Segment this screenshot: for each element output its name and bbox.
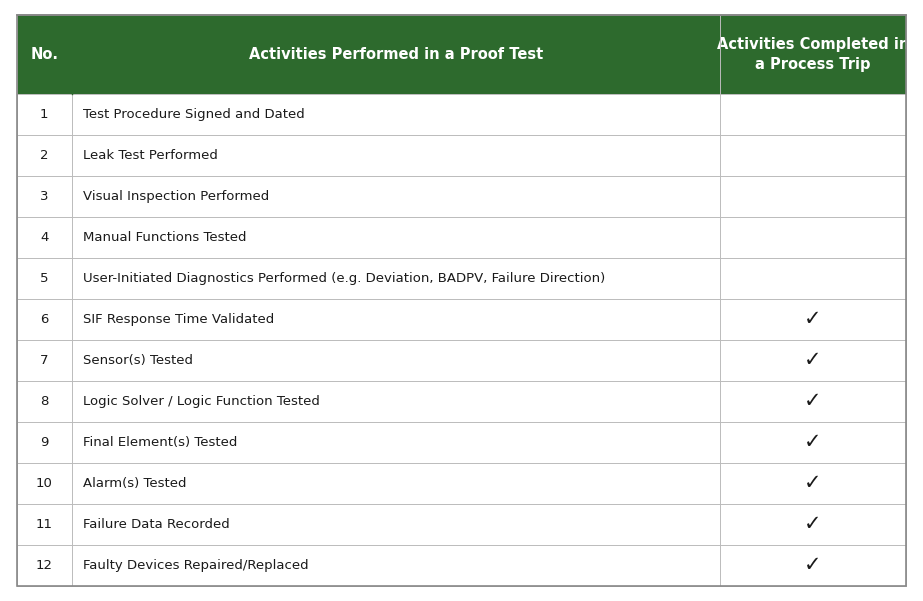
Text: ✓: ✓ bbox=[804, 555, 821, 576]
Text: Final Element(s) Tested: Final Element(s) Tested bbox=[83, 436, 238, 449]
Bar bbox=[720, 340, 906, 381]
Bar bbox=[72, 217, 720, 258]
Bar bbox=[72, 422, 720, 463]
Text: Alarm(s) Tested: Alarm(s) Tested bbox=[83, 477, 186, 490]
Bar bbox=[17, 299, 72, 340]
Text: Leak Test Performed: Leak Test Performed bbox=[83, 149, 218, 162]
Text: Manual Functions Tested: Manual Functions Tested bbox=[83, 231, 246, 244]
Bar bbox=[17, 94, 72, 135]
Text: 12: 12 bbox=[36, 559, 53, 572]
Bar bbox=[720, 381, 906, 422]
Bar bbox=[72, 545, 720, 586]
Bar bbox=[720, 15, 906, 94]
Text: 9: 9 bbox=[40, 436, 48, 449]
Bar bbox=[720, 463, 906, 504]
Text: 11: 11 bbox=[36, 518, 53, 531]
Bar bbox=[17, 217, 72, 258]
Text: Visual Inspection Performed: Visual Inspection Performed bbox=[83, 190, 270, 203]
Bar bbox=[72, 463, 720, 504]
Text: ✓: ✓ bbox=[804, 391, 821, 412]
Bar bbox=[72, 15, 720, 94]
Bar bbox=[720, 217, 906, 258]
Text: Failure Data Recorded: Failure Data Recorded bbox=[83, 518, 230, 531]
Text: ✓: ✓ bbox=[804, 514, 821, 534]
Bar bbox=[720, 94, 906, 135]
Bar bbox=[720, 504, 906, 545]
Bar bbox=[17, 422, 72, 463]
Text: Test Procedure Signed and Dated: Test Procedure Signed and Dated bbox=[83, 108, 306, 121]
Bar bbox=[720, 135, 906, 176]
Text: 3: 3 bbox=[40, 190, 48, 203]
Bar bbox=[17, 381, 72, 422]
Text: User-Initiated Diagnostics Performed (e.g. Deviation, BADPV, Failure Direction): User-Initiated Diagnostics Performed (e.… bbox=[83, 272, 605, 285]
Text: Sensor(s) Tested: Sensor(s) Tested bbox=[83, 354, 193, 367]
Bar bbox=[72, 135, 720, 176]
Text: Faulty Devices Repaired/Replaced: Faulty Devices Repaired/Replaced bbox=[83, 559, 309, 572]
Bar bbox=[17, 258, 72, 299]
Text: Logic Solver / Logic Function Tested: Logic Solver / Logic Function Tested bbox=[83, 395, 320, 408]
Bar bbox=[17, 340, 72, 381]
Text: ✓: ✓ bbox=[804, 433, 821, 453]
Bar bbox=[720, 545, 906, 586]
Text: 10: 10 bbox=[36, 477, 53, 490]
Text: 8: 8 bbox=[40, 395, 48, 408]
Bar bbox=[72, 381, 720, 422]
Bar bbox=[720, 258, 906, 299]
Text: 2: 2 bbox=[40, 149, 48, 162]
Text: Activities Completed in
a Process Trip: Activities Completed in a Process Trip bbox=[717, 37, 909, 72]
Text: 7: 7 bbox=[40, 354, 48, 367]
Bar bbox=[17, 463, 72, 504]
Bar bbox=[17, 15, 72, 94]
Text: 1: 1 bbox=[40, 108, 48, 121]
Bar bbox=[72, 176, 720, 217]
Bar bbox=[72, 504, 720, 545]
Bar bbox=[17, 135, 72, 176]
Text: 5: 5 bbox=[40, 272, 48, 285]
Text: Activities Performed in a Proof Test: Activities Performed in a Proof Test bbox=[248, 47, 543, 62]
Bar bbox=[72, 258, 720, 299]
Bar bbox=[720, 422, 906, 463]
Text: No.: No. bbox=[30, 47, 58, 62]
Bar bbox=[72, 340, 720, 381]
Text: 4: 4 bbox=[40, 231, 48, 244]
Text: SIF Response Time Validated: SIF Response Time Validated bbox=[83, 313, 275, 326]
Text: ✓: ✓ bbox=[804, 350, 821, 370]
Bar bbox=[720, 176, 906, 217]
Text: ✓: ✓ bbox=[804, 310, 821, 329]
Bar bbox=[72, 299, 720, 340]
Bar bbox=[17, 545, 72, 586]
Bar bbox=[720, 299, 906, 340]
Text: ✓: ✓ bbox=[804, 474, 821, 493]
Text: 6: 6 bbox=[40, 313, 48, 326]
Bar bbox=[72, 94, 720, 135]
Bar bbox=[17, 504, 72, 545]
Bar bbox=[17, 176, 72, 217]
